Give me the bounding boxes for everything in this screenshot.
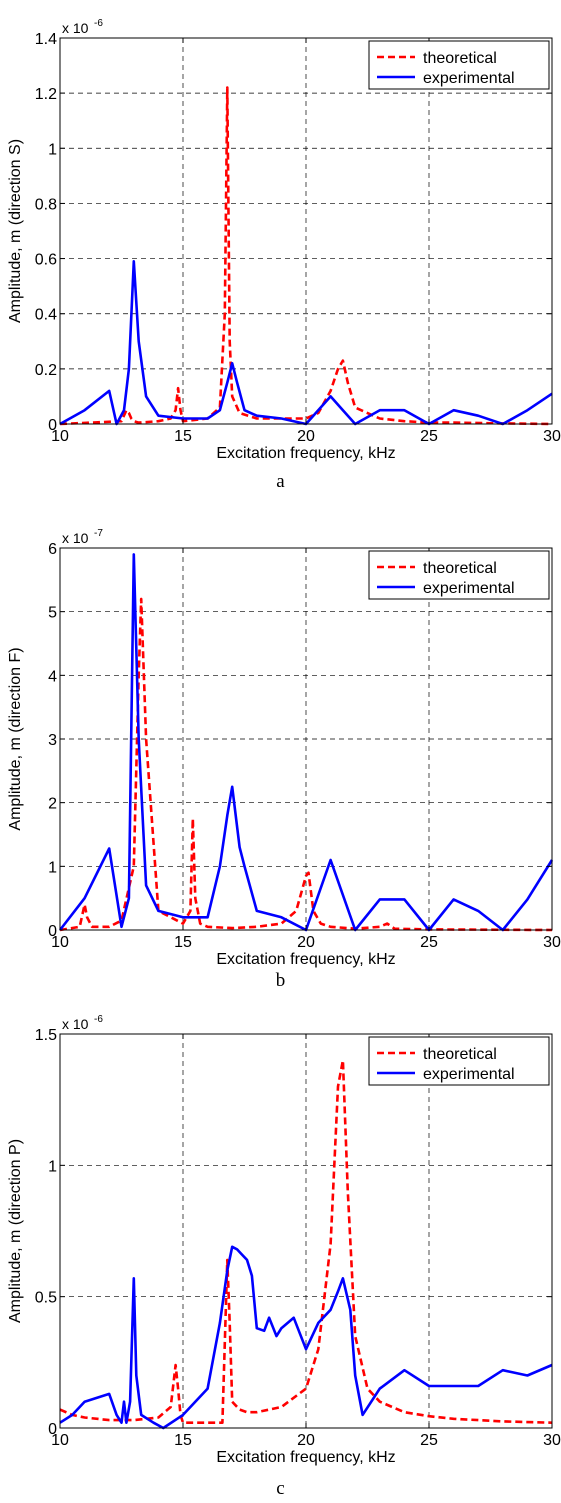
x-axis-title: Excitation frequency, kHz	[216, 1449, 395, 1466]
y-tick-label: 0	[48, 1421, 57, 1438]
exponent-power: -6	[94, 18, 103, 29]
chart-panel-1: 10 15 20 25 30 0 1 2 3 4 5 6 x 10 -7 Excitation freque…	[7, 528, 561, 968]
caption-a: a	[276, 471, 285, 492]
y-tick-label: 0.6	[35, 252, 57, 269]
x-tick-label: 10	[51, 428, 69, 445]
y-tick-label: 0.2	[35, 362, 57, 379]
legend-label-theoretical: theoretical	[423, 560, 497, 577]
x-tick-label: 25	[420, 934, 438, 951]
y-tick-label: 4	[48, 668, 57, 685]
y-tick-label: 1	[48, 141, 57, 158]
y-tick-label: 0.8	[35, 196, 57, 213]
x-tick-label: 30	[543, 428, 561, 445]
series-line-theoretical	[59, 597, 553, 932]
y-tick-label: 0	[48, 417, 57, 434]
series-line-experimental	[59, 1245, 553, 1430]
legend: theoretical experimental	[368, 1036, 550, 1086]
legend-label-experimental: experimental	[423, 580, 515, 597]
chart-panel-2: 10 15 20 25 30 0 0.5 1 1.5 x 10 -6 Excitation frequ…	[7, 1014, 561, 1466]
exponent-label: x 10	[62, 20, 89, 36]
y-tick-label: 0.5	[35, 1290, 57, 1307]
series-line-theoretical	[59, 1059, 553, 1424]
x-axis-title: Excitation frequency, kHz	[216, 951, 395, 968]
x-tick-label: 20	[297, 428, 315, 445]
x-tick-label: 15	[174, 1432, 192, 1449]
x-tick-label: 25	[420, 428, 438, 445]
x-tick-label: 25	[420, 1432, 438, 1449]
chart-panel-0: 10 15 20 25 30 0 0.2 0.4 0.6 0.8 1 1.2 1.4 x 10 -6 Exci…	[7, 18, 561, 462]
y-tick-label: 5	[48, 605, 57, 622]
x-tick-label: 10	[51, 1432, 69, 1449]
x-tick-label: 20	[297, 934, 315, 951]
caption-c: c	[276, 1478, 285, 1499]
y-tick-label: 0.4	[35, 307, 57, 324]
x-tick-label: 30	[543, 1432, 561, 1449]
legend: theoretical experimental	[368, 40, 550, 90]
legend-box	[368, 1036, 550, 1086]
exponent-label: x 10	[62, 1016, 89, 1032]
legend-label-theoretical: theoretical	[423, 1046, 497, 1063]
exponent-power: -6	[94, 1014, 103, 1025]
legend-label-theoretical: theoretical	[423, 50, 497, 67]
y-axis-title: Amplitude, m (direction P)	[7, 1139, 24, 1323]
y-axis-title: Amplitude, m (direction S)	[7, 139, 24, 323]
y-tick-label: 0	[48, 923, 57, 940]
y-tick-label: 6	[48, 541, 57, 558]
series-line-experimental	[58, 553, 554, 932]
y-tick-label: 1.4	[35, 31, 57, 48]
x-axis-title: Excitation frequency, kHz	[216, 445, 395, 462]
series-line-theoretical	[59, 86, 553, 426]
legend: theoretical experimental	[368, 550, 550, 600]
x-tick-label: 15	[174, 428, 192, 445]
x-tick-label: 30	[543, 934, 561, 951]
y-tick-label: 3	[48, 732, 57, 749]
y-tick-label: 1.5	[35, 1027, 57, 1044]
x-tick-label: 10	[51, 934, 69, 951]
legend-box	[368, 550, 550, 600]
x-tick-label: 20	[297, 1432, 315, 1449]
x-tick-label: 15	[174, 934, 192, 951]
caption-b: b	[275, 970, 286, 991]
y-axis-title: Amplitude, m (direction F)	[7, 647, 24, 830]
legend-box	[368, 40, 550, 90]
legend-label-experimental: experimental	[423, 1066, 515, 1083]
exponent-power: -7	[94, 528, 103, 539]
exponent-label: x 10	[62, 530, 89, 546]
legend-label-experimental: experimental	[423, 70, 515, 87]
y-tick-label: 2	[48, 796, 57, 813]
y-tick-label: 1	[48, 1158, 57, 1175]
y-tick-label: 1.2	[35, 86, 57, 103]
y-tick-label: 1	[48, 859, 57, 876]
